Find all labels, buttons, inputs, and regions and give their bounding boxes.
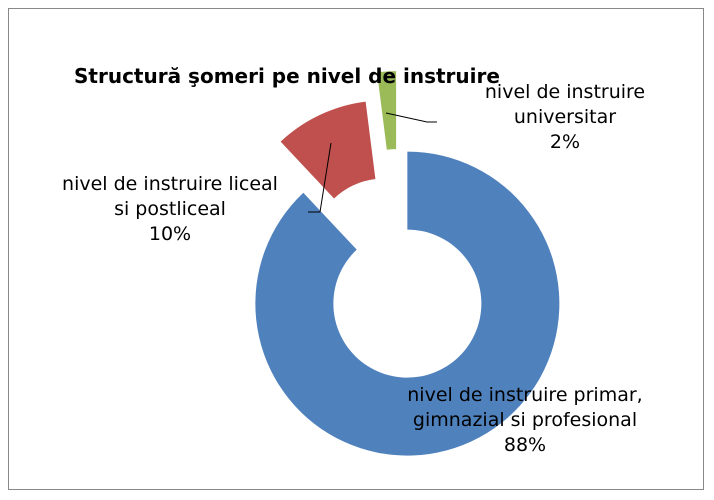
leader-line (385, 112, 437, 123)
data-label-value: 88% (503, 434, 547, 456)
data-label: nivel de instruire primar, gimnazial si … (375, 383, 675, 458)
data-label-category: nivel de instruire primar, gimnazial si … (407, 384, 643, 431)
data-label-category: nivel de instruire universitar (484, 81, 646, 128)
chart-title: Structură şomeri pe nivel de instruire (74, 64, 500, 88)
data-label: nivel de instruire universitar 2% (455, 80, 675, 155)
data-label-value: 10% (148, 223, 192, 245)
data-label: nivel de instruire liceal si postliceal 1… (55, 172, 285, 247)
doughnut-segment (280, 101, 376, 199)
doughnut-segment (377, 71, 397, 150)
data-label-category: nivel de instruire liceal si postliceal (62, 173, 278, 220)
data-label-value: 2% (549, 131, 581, 153)
leader-line (308, 142, 332, 213)
chart-border (8, 8, 704, 490)
doughnut-segment (255, 151, 560, 456)
